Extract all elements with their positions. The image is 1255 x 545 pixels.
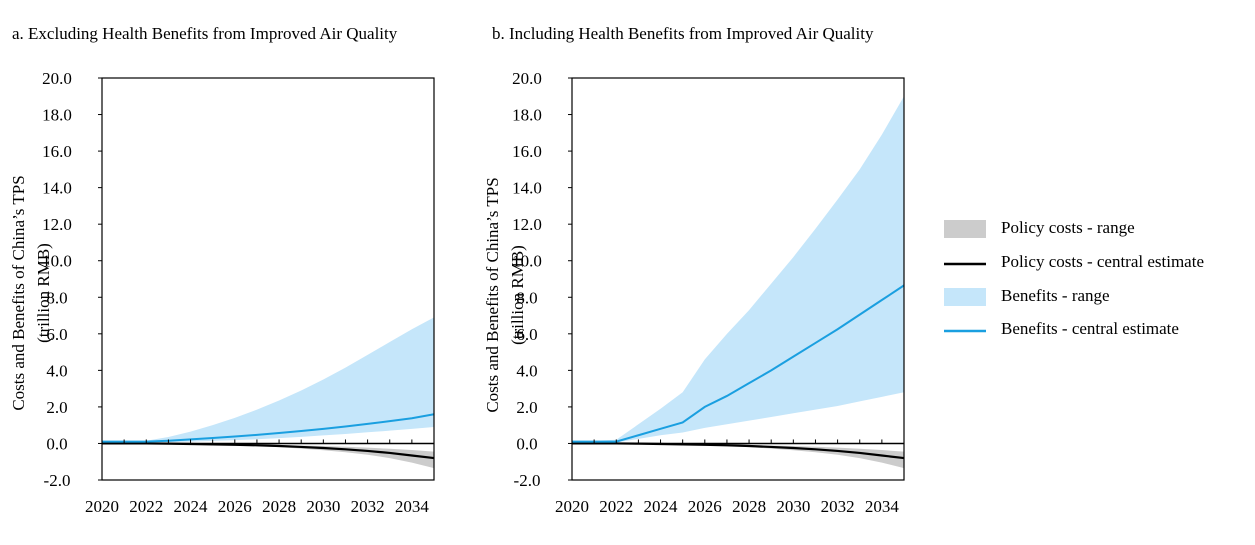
panel-b-y-axis-title-line2: (trillion RMB) [508, 245, 527, 345]
legend-swatch-costs-range [944, 220, 986, 238]
panel-a-plot-area: -2.0 0.0 2.0 4.0 6.0 8.0 10.0 12.0 14.0 16.0 18.0 2… [42, 69, 435, 516]
panel-a-y-tick-label: 10.0 [42, 252, 72, 271]
panel-b-x-tick-label: 2020 [555, 497, 589, 516]
panel-b-y-axis-title: Costs and Benefits of China’s TPS (trill… [483, 177, 527, 412]
panel-a-y-axis-title-line1: Costs and Benefits of China’s TPS [9, 175, 28, 410]
panel-a-plot-frame [101, 77, 435, 481]
panel-a-y-axis-title: Costs and Benefits of China’s TPS (trill… [9, 175, 53, 410]
panel-b-x-tick-label: 2032 [821, 497, 855, 516]
panel-b-y-tick-label: 4.0 [516, 361, 537, 380]
panel-a-benefits-range-band [102, 317, 434, 443]
panel-b-y-tick-label: 2.0 [516, 398, 537, 417]
panel-b-benefits-range-band [572, 96, 904, 443]
panel-a-y-tick-label: 12.0 [42, 215, 72, 234]
panel-a-x-tick-label: 2026 [218, 497, 252, 516]
panel-b-plot-frame [571, 77, 905, 481]
legend-label-costs-range: Policy costs - range [1001, 218, 1135, 237]
panel-a-y-tick-label: 0.0 [46, 434, 67, 453]
panel-b-costs-range-band [572, 443, 904, 469]
panel-a-y-tick-label: 8.0 [46, 288, 67, 307]
panel-b-x-tick-label: 2028 [732, 497, 766, 516]
panel-b-y-tick-label: 14.0 [512, 179, 542, 198]
legend-label-benefits-range: Benefits - range [1001, 286, 1110, 305]
panel-a-y-tick-label: 18.0 [42, 106, 72, 125]
panel-a-benefits-central-line [102, 413, 435, 443]
panel-a-title: a. Excluding Health Benefits from Improv… [12, 24, 398, 43]
panel-b-y-tick-label: 0.0 [516, 434, 537, 453]
legend-label-benefits-central: Benefits - central estimate [1001, 319, 1179, 338]
legend-swatch-benefits-range [944, 288, 986, 306]
panel-a-x-tick-label: 2030 [306, 497, 340, 516]
panel-a-y-tick-label: 16.0 [42, 142, 72, 161]
panel-a-x-tick-label: 2020 [85, 497, 119, 516]
panel-b-y-tick-label: 8.0 [516, 288, 537, 307]
panel-a-y-tick-label: 6.0 [46, 325, 67, 344]
panel-a-costs-central-line [102, 442, 435, 460]
panel-a-y-tick-label: 4.0 [46, 361, 67, 380]
panel-a-x-tick-label: 2034 [395, 497, 430, 516]
panel-b-y-tick-label: 12.0 [512, 215, 542, 234]
panel-b-x-tick-label: 2024 [644, 497, 679, 516]
panel-a-y-tick-label: 20.0 [42, 69, 72, 88]
panel-a: a. Excluding Health Benefits from Improv… [9, 24, 435, 516]
panel-b-y-tick-label: 16.0 [512, 142, 542, 161]
panel-a-y-tick-label: 2.0 [46, 398, 67, 417]
panel-a-y-axis-title-line2: (trillion RMB) [34, 243, 53, 343]
panel-b-y-tick-label: 10.0 [512, 252, 542, 271]
panel-b-x-tick-label: 2030 [776, 497, 810, 516]
panel-a-x-tick-label: 2022 [129, 497, 163, 516]
panel-b-title: b. Including Health Benefits from Improv… [492, 24, 874, 43]
panel-b-costs-central-line [572, 442, 905, 460]
panel-b-x-tick-label: 2034 [865, 497, 900, 516]
panel-a-y-tick-label: -2.0 [44, 471, 71, 490]
panel-b-x-tick-label: 2026 [688, 497, 722, 516]
panel-b-y-tick-label: 6.0 [516, 325, 537, 344]
panel-b: b. Including Health Benefits from Improv… [483, 24, 905, 516]
legend: Policy costs - range Policy costs - cent… [944, 218, 1204, 338]
legend-label-costs-central: Policy costs - central estimate [1001, 252, 1204, 271]
panel-a-x-tick-label: 2024 [174, 497, 209, 516]
panel-b-y-tick-label: 20.0 [512, 69, 542, 88]
panel-b-y-axis-title-line1: Costs and Benefits of China’s TPS [483, 177, 502, 412]
panel-a-x-tick-label: 2028 [262, 497, 296, 516]
panel-b-y-tick-label: 18.0 [512, 106, 542, 125]
panel-b-y-tick-label: -2.0 [514, 471, 541, 490]
panel-b-benefits-central-line [572, 284, 905, 443]
panel-b-x-tick-label: 2022 [599, 497, 633, 516]
panel-a-x-tick-label: 2032 [351, 497, 385, 516]
panel-a-costs-range-band [102, 443, 434, 469]
panel-b-plot-area: -2.0 0.0 2.0 4.0 6.0 8.0 10.0 12.0 14.0 16.0 18.0 2… [512, 69, 905, 516]
panel-a-y-tick-label: 14.0 [42, 179, 72, 198]
